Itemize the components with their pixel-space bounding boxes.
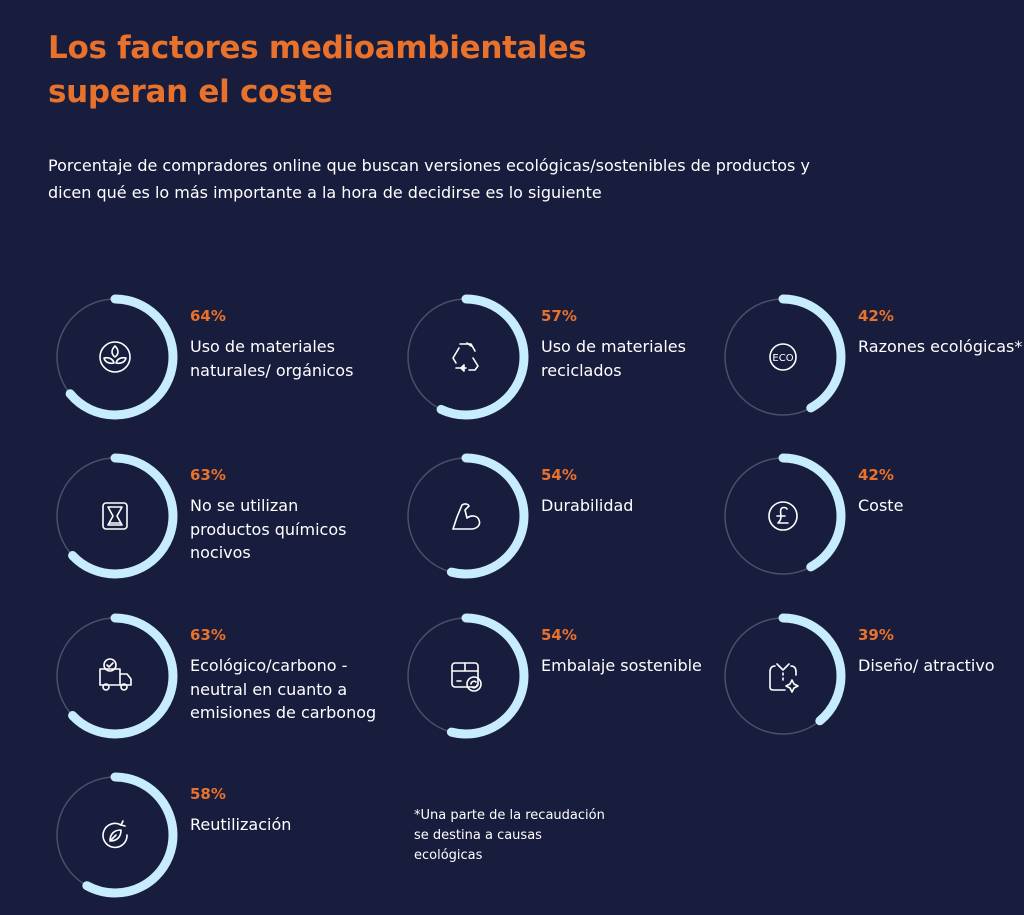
factor-label: No se utilizan productos químicos nocivo… bbox=[190, 496, 347, 562]
factor-label: Ecológico/carbono -neutral en cuanto a e… bbox=[190, 656, 377, 722]
page-title: Los factores medioambientales superan el… bbox=[48, 30, 587, 110]
percent-label: 64% bbox=[190, 307, 226, 325]
ring-value-arc bbox=[403, 613, 529, 739]
chart-item: 63% No se utilizan productos químicos no… bbox=[45, 446, 385, 596]
factor-label: Razones ecológicas*. bbox=[858, 337, 1024, 356]
factor-label: Coste bbox=[858, 496, 904, 515]
progress-ring bbox=[52, 453, 178, 579]
percent-label: 54% bbox=[541, 626, 577, 644]
factor-label: Uso de materiales reciclados bbox=[541, 337, 686, 380]
ring-value-arc bbox=[52, 613, 178, 739]
progress-ring bbox=[403, 453, 529, 579]
leaf-icon bbox=[99, 341, 131, 373]
footnote: *Una parte de la recaudación se destina … bbox=[414, 808, 605, 863]
percent-label: 42% bbox=[858, 307, 894, 325]
chart-item: 39% Diseño/ atractivo bbox=[713, 606, 1024, 756]
chart-item: 63% Ecológico/carbono -neutral en cuanto… bbox=[45, 606, 385, 756]
progress-ring bbox=[720, 453, 846, 579]
flask-icon bbox=[102, 502, 128, 530]
factor-label: Durabilidad bbox=[541, 496, 634, 515]
shirt-sparkle-icon bbox=[769, 663, 799, 693]
eco-badge-icon: ECO bbox=[769, 343, 797, 371]
progress-ring bbox=[52, 294, 178, 420]
ring-value-arc bbox=[720, 613, 846, 739]
recycle-icon bbox=[452, 342, 479, 372]
progress-ring bbox=[403, 613, 529, 739]
percent-label: 63% bbox=[190, 466, 226, 484]
chart-item: 58% Reutilización bbox=[45, 765, 385, 915]
ring-value-arc bbox=[52, 294, 178, 420]
pound-icon bbox=[768, 501, 798, 531]
ring-value-arc bbox=[403, 453, 529, 579]
chart-item: 57% Uso de materiales reciclados bbox=[396, 287, 736, 437]
percent-label: 63% bbox=[190, 626, 226, 644]
percent-label: 39% bbox=[858, 626, 894, 644]
progress-ring bbox=[52, 613, 178, 739]
ring-value-arc bbox=[52, 453, 178, 579]
chart-item: 54% Embalaje sostenible bbox=[396, 606, 736, 756]
chart-item: 64% Uso de materiales naturales/ orgánic… bbox=[45, 287, 385, 437]
percent-label: 57% bbox=[541, 307, 577, 325]
percent-label: 58% bbox=[190, 785, 226, 803]
ring-value-arc bbox=[720, 294, 846, 420]
progress-ring bbox=[720, 613, 846, 739]
svg-text:ECO: ECO bbox=[772, 353, 793, 364]
factor-label: Uso de materiales naturales/ orgánicos bbox=[190, 337, 354, 380]
factor-label: Reutilización bbox=[190, 815, 292, 834]
recycled-box-icon bbox=[451, 662, 482, 692]
flexed-arm-icon bbox=[452, 503, 481, 530]
percent-label: 54% bbox=[541, 466, 577, 484]
delivery-truck-icon bbox=[99, 658, 132, 691]
chart-item: 54% Durabilidad bbox=[396, 446, 736, 596]
factor-label: Embalaje sostenible bbox=[541, 656, 702, 675]
subtitle: Porcentaje de compradores online que bus… bbox=[48, 156, 810, 202]
factor-label: Diseño/ atractivo bbox=[858, 656, 995, 675]
ring-value-arc bbox=[52, 772, 178, 898]
progress-ring bbox=[720, 294, 846, 420]
reuse-leaf-icon bbox=[102, 820, 128, 849]
percent-label: 42% bbox=[858, 466, 894, 484]
ring-value-arc bbox=[720, 453, 846, 579]
ring-value-arc bbox=[403, 294, 529, 420]
progress-ring bbox=[403, 294, 529, 420]
chart-item: ECO 42% Razones ecológicas*. bbox=[713, 287, 1024, 437]
progress-ring bbox=[52, 772, 178, 898]
chart-item: 42% Coste bbox=[713, 446, 1024, 596]
